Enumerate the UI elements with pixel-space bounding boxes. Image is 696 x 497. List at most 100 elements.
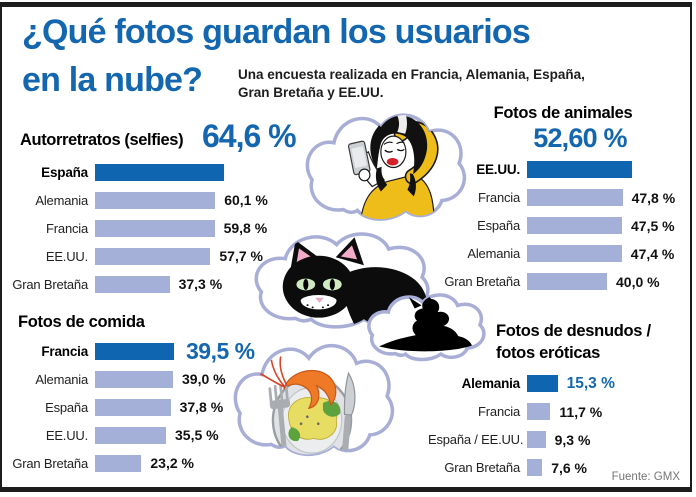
bar-row-gran-breta-a: Gran Bretaña 23,2 %	[10, 449, 354, 477]
bar-label: EE.UU.	[45, 427, 88, 443]
bar	[527, 431, 546, 449]
bar-row-gran-breta-a: Gran Bretaña 40,0 %	[430, 268, 696, 296]
bar	[95, 191, 216, 209]
bar	[95, 342, 174, 360]
bar-value: 15,3 %	[566, 374, 615, 392]
bar-row-francia: Francia 39,5 %	[10, 337, 354, 365]
bar	[95, 426, 166, 444]
bar	[527, 273, 607, 291]
chart-selfies-title: Autorretratos (selfies)	[20, 131, 184, 149]
chart-comida: Fotos de comida Francia 39,5 % Alemania 39,…	[10, 312, 354, 477]
shrimp-antennae-icon	[260, 356, 288, 389]
bar-row-espa-a: España 47,5 %	[430, 212, 696, 240]
bar-value: 59,8 %	[223, 220, 268, 236]
bar-label: España	[477, 218, 520, 234]
chart-selfies-headline-value: 64,6 %	[202, 118, 297, 154]
source-label: Fuente: GMX	[611, 471, 680, 483]
bar-value: 23,2 %	[150, 455, 194, 472]
food-plate-illustration	[226, 334, 398, 472]
chart-desnudos-title: Fotos de desnudos / fotos eróticas	[428, 320, 696, 365]
bar-label: España	[45, 399, 88, 415]
selfie-woman-icon	[347, 115, 439, 220]
bar-label: Alemania	[35, 192, 88, 208]
bar	[527, 245, 622, 263]
black-cat-illustration	[246, 224, 434, 342]
bar-row-gran-breta-a: Gran Bretaña 37,3 %	[10, 270, 350, 298]
page-title-line2: en la nube?	[22, 61, 203, 100]
bar-row-espa-a-ee-uu: España / EE.UU. 9,3 %	[428, 426, 696, 454]
bar-row-gran-breta-a: Gran Bretaña 7,6 %	[428, 454, 696, 482]
bar-label: Alemania	[461, 376, 521, 392]
chart-desnudos-title-line1: Fotos de desnudos /	[496, 322, 651, 340]
bar-label: Gran Bretaña	[12, 455, 88, 471]
bar	[95, 398, 171, 416]
bar-value: 9,3 %	[554, 431, 591, 448]
bar-row-ee-uu: EE.UU. 57,7 %	[10, 242, 350, 270]
bar-row-alemania: Alemania 39,0 %	[10, 365, 354, 393]
bar-label: Francia	[41, 343, 88, 359]
chart-comida-title: Fotos de comida	[18, 313, 145, 331]
bar-label: Francia	[46, 220, 88, 236]
bar	[95, 219, 215, 237]
bar	[527, 375, 558, 393]
bar	[95, 275, 170, 293]
bar	[95, 247, 211, 265]
bar-value: 39,5 %	[186, 337, 255, 364]
food-plate-icon	[268, 370, 356, 455]
chart-selfies-header: Autorretratos (selfies) 64,6 %	[10, 120, 350, 158]
bar-value: 7,6 %	[551, 459, 587, 476]
subtitle-line2: Gran Bretaña y EE.UU.	[238, 84, 384, 100]
bar-label: España	[41, 164, 88, 180]
bar	[95, 163, 225, 181]
chart-desnudos: Fotos de desnudos / fotos eróticas Alema…	[428, 320, 696, 482]
selfie-woman-illustration	[298, 104, 470, 236]
page-title-line1: ¿Qué fotos guardan los usuarios	[22, 13, 531, 51]
bar-row-ee-uu: EE.UU. 35,5 %	[10, 421, 354, 449]
bar-label: Alemania	[467, 246, 520, 262]
bar-row-espa-a: España 37,8 %	[10, 393, 354, 421]
bar-label: Alemania	[35, 371, 88, 387]
bar-row-ee-uu: EE.UU.	[430, 156, 696, 184]
nude-silhouette-icon	[379, 294, 472, 352]
black-cat-icon	[282, 237, 428, 327]
bar-label: Gran Bretaña	[444, 460, 520, 476]
nude-silhouette-illustration	[362, 288, 488, 370]
chart-selfies: Autorretratos (selfies) 64,6 % España Ale…	[10, 120, 350, 298]
chart-desnudos-title-line2: fotos eróticas	[496, 344, 600, 363]
bar	[527, 217, 622, 235]
bar-value: 57,7 %	[219, 248, 263, 264]
bar	[527, 161, 633, 179]
chart-animales-rows: EE.UU. Francia 47,8 % España 47,5 % Alemania 4…	[430, 156, 696, 296]
subtitle: Una encuesta realizada en Francia, Alema…	[238, 66, 585, 102]
bar	[95, 454, 142, 472]
knife-icon	[341, 371, 356, 455]
bar-value: 35,5 %	[175, 427, 219, 444]
bar-row-alemania: Alemania 47,4 %	[430, 240, 696, 268]
bar	[527, 459, 543, 477]
bar-value: 37,8 %	[179, 399, 224, 416]
bar-value: 40,0 %	[616, 273, 660, 290]
bar-value: 37,3 %	[178, 276, 223, 292]
bar-value: 39,0 %	[182, 371, 226, 388]
bar-row-alemania: Alemania 60,1 %	[10, 186, 350, 214]
chart-animales-title: Fotos de animales	[493, 104, 633, 122]
bar-label: EE.UU.	[476, 162, 520, 178]
bar-label: Francia	[478, 404, 520, 420]
chart-desnudos-rows: Alemania 15,3 % Francia 11,7 % España / EE.U…	[428, 370, 696, 482]
bar	[95, 370, 173, 388]
bar-label: Gran Bretaña	[12, 276, 88, 292]
bar-value: 11,7 %	[559, 403, 603, 420]
bar	[527, 403, 551, 421]
bar-row-alemania: Alemania 15,3 %	[428, 370, 696, 398]
bar-row-francia: Francia 47,8 %	[430, 184, 696, 212]
chart-selfies-rows: España Alemania 60,1 % Francia 59,8 % EE.UU. 5…	[10, 158, 350, 298]
bar-label: España / EE.UU.	[428, 432, 524, 448]
bar-row-francia: Francia 11,7 %	[428, 398, 696, 426]
bar-value: 47,4 %	[630, 245, 675, 262]
chart-comida-rows: Francia 39,5 % Alemania 39,0 % España 37,8 % E…	[10, 337, 354, 477]
bar-value: 47,5 %	[631, 217, 675, 234]
bar-value: 47,8 %	[631, 189, 676, 206]
bar-label: EE.UU.	[45, 248, 88, 264]
